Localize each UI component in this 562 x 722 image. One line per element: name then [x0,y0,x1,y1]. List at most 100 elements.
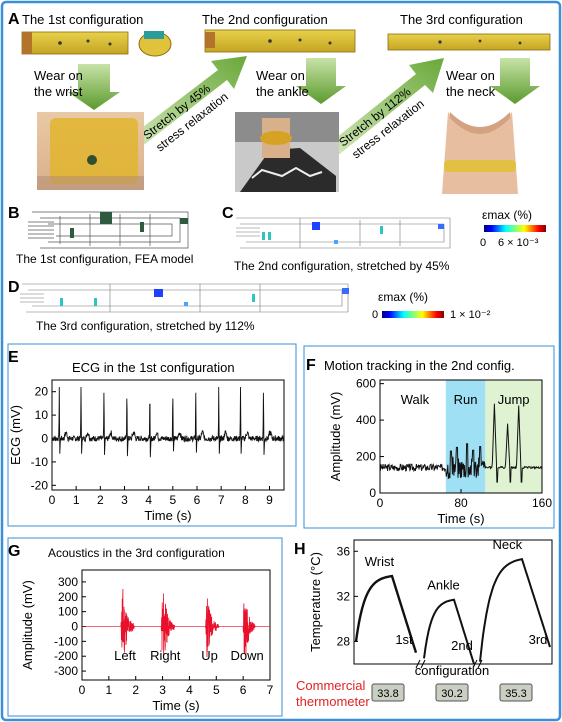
config-title-2: The 2nd configuration [202,12,328,27]
motion-trace [379,403,543,483]
ecg-trace [51,386,285,458]
temp-curve-neck [479,558,551,662]
motion-ylabel: Amplitude (mV) [328,392,343,482]
chart-e: 0 1 2 3 4 5 6 7 8 9 -20 -10 0 10 20 Time (s) ECG (mV) [8,379,285,523]
wrist-photo [37,112,144,190]
ecg-xtick-label: 4 [145,493,152,507]
acoustic-xtick-label: 6 [240,683,247,697]
device-photo-2 [204,29,356,53]
acoustic-xtick-label: 2 [132,683,139,697]
ecg-xtick-label: 1 [73,493,80,507]
burst-down [242,603,256,655]
ecg-xtick-label: 0 [49,493,56,507]
cbar-c-max: 6 × 10⁻³ [498,237,539,249]
acoustic-xtick-label: 3 [159,683,166,697]
wear-label-3b: the neck [446,84,496,99]
wear-label-3a: Wear on [446,68,495,83]
temp-ytick-label: 36 [337,544,351,558]
region-jump [485,380,542,493]
axis-break-0 [415,659,426,669]
word-label-down: Down [231,648,264,663]
acoustic-ytick-label: -200 [54,649,78,663]
wear-label-2a: Wear on [256,68,305,83]
temp-label-ankle: Ankle [427,578,460,593]
colorbar-c [484,225,546,232]
motion-ytick-label: 600 [356,377,376,391]
word-label-up: Up [201,648,218,663]
fea-caption-c: The 2nd configuration, stretched by 45% [234,259,450,273]
motion-xlabel: Time (s) [437,511,484,526]
panel-f-letter: F [306,357,316,374]
panel-a: A The 1st configuration The 2nd configur… [8,11,551,194]
temp-label-neck: Neck [492,537,522,552]
motion-xtick-label: 0 [377,496,384,510]
config-label-2: 3rd [529,632,548,647]
ecg-xtick-label: 9 [266,493,273,507]
ecg-xlabel: Time (s) [144,508,191,523]
thermometer-0 [371,683,405,702]
ankle-photo [235,112,339,192]
acoustic-xtick-label: 5 [213,683,220,697]
ecg-ytick-label: -20 [31,478,49,492]
region-label-jump: Jump [498,392,530,407]
chart-f: 0 80 160 0 200 400 600 Time (s) Amplitude (mV) Wa… [328,377,552,526]
chart-h: 28 32 36 Temperature (°C) Wrist 1st Ankle 2nd Ne… [308,537,553,678]
motion-xtick-label: 160 [532,496,552,510]
cbar-d-min: 0 [372,309,378,321]
panel-e-letter: E [8,349,19,366]
panel-d-letter: D [8,279,20,296]
fea-caption-b: The 1st configuration, FEA model [16,252,193,266]
temp-ytick-label: 28 [337,634,351,648]
acoustic-xtick-label: 7 [267,683,274,697]
acoustic-ytick-label: -100 [54,634,78,648]
acoustic-ytick-label: 100 [58,605,78,619]
panel-g-letter: G [8,543,20,560]
ecg-ytick-label: 10 [35,408,49,422]
ecg-ylabel: ECG (mV) [8,405,23,465]
temp-label-wrist: Wrist [365,554,395,569]
motion-xtick-label: 80 [454,496,468,510]
ecg-xtick-label: 7 [218,493,225,507]
arrow-down-2 [296,58,346,104]
config-label-0: 1st [395,632,413,647]
ecg-ytick-label: 0 [41,432,48,446]
fea-chip-1 [100,212,112,224]
panel-b: B The 1st configuration, FEA model [8,205,193,266]
ecg-ytick-label: 20 [35,385,49,399]
ecg-xtick-label: 3 [121,493,128,507]
panel-e: E ECG in the 1st configuration 0 1 2 3 4 5 6 7 8… [7,343,297,527]
cbar-c-min: 0 [480,237,486,249]
acoustic-xlabel: Time (s) [152,698,199,713]
motion-ytick-label: 200 [356,450,376,464]
ecg-ytick-label: -10 [31,455,49,469]
config-title-1: The 1st configuration [22,12,143,27]
panel-e-title: ECG in the 1st configuration [72,360,235,375]
temp-ylabel: Temperature (°C) [308,552,323,652]
wear-labels: Wear on the wrist Wear on the ankle Wear… [34,68,496,99]
ecg-axes-frame [51,379,285,491]
panel-f: F Motion tracking in the 2nd config. 0 80… [303,345,555,529]
stretch-arrow-1 [126,56,247,151]
panel-g-frame [7,537,283,717]
config-title-3: The 3rd configuration [400,12,523,27]
acoustic-axes-frame [81,569,271,681]
fea-model-2 [236,217,451,249]
panel-h-letter: H [294,541,306,558]
region-label-run: Run [454,392,478,407]
thermometer-reading-2: 35.3 [505,688,526,700]
acoustic-ytick-label: 200 [58,590,78,604]
fea-caption-d: The 3rd configuration, stretched by 112% [36,319,255,333]
cbar-d-title: εmax (%) [378,290,428,304]
panel-f-title: Motion tracking in the 2nd config. [324,358,515,373]
arrow-down-3 [490,58,540,104]
thermometer-1 [435,683,469,702]
panel-a-letter: A [8,11,20,28]
cbar-c-title: εmax (%) [482,208,532,222]
device-photo-1 [21,31,172,57]
acoustic-xtick-label: 0 [79,683,86,697]
device-photo-3 [387,33,551,51]
wear-label-1b: the wrist [34,84,83,99]
thermometer-2 [499,683,533,702]
acoustic-ylabel: Amplitude (mV) [20,580,35,670]
